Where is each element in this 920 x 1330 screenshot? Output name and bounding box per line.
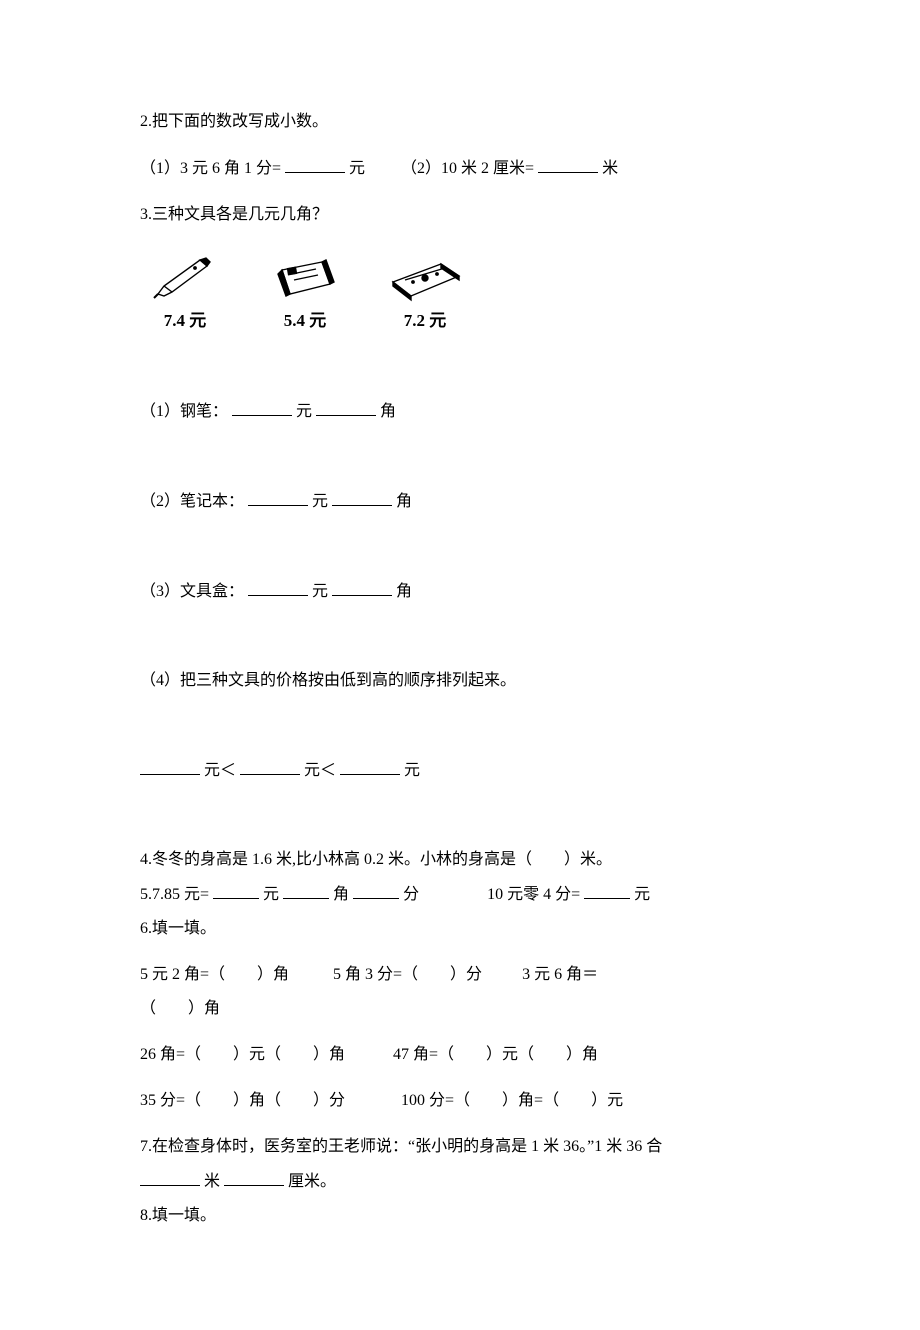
pen-icon	[150, 252, 220, 302]
q3-prompt: 3.三种文具各是几元几角？	[140, 203, 780, 227]
q5-blank1[interactable]	[213, 882, 259, 899]
q3-order-u3: 元	[404, 762, 420, 779]
q6-r2b: 47 角=（ ）元（ ）角	[393, 1046, 598, 1063]
q6-prompt: 6.填一填。	[140, 917, 780, 941]
q6-row1: 5 元 2 角=（ ）角 5 角 3 分=（ ）分 3 元 6 角＝	[140, 963, 780, 987]
q7-blank2[interactable]	[224, 1169, 284, 1186]
q2-part1-blank[interactable]	[285, 156, 345, 173]
q5-blank2[interactable]	[283, 882, 329, 899]
spacer	[423, 886, 483, 903]
q3-s2-blank2[interactable]	[332, 489, 392, 506]
q6-r1c2: （ ）角	[140, 1000, 220, 1017]
q3-sub3: （3）文具盒： 元 角	[140, 579, 780, 604]
spacer	[369, 160, 397, 177]
q2-part1-text: （1）3 元 6 角 1 分=	[140, 160, 281, 177]
q7-end: 厘米。	[288, 1173, 336, 1190]
q3-s2-label: （2）笔记本：	[140, 493, 244, 510]
q6-r1c: 3 元 6 角＝	[522, 966, 598, 983]
q3-sub2: （2）笔记本： 元 角	[140, 489, 780, 514]
q3-s2-end: 角	[396, 493, 412, 510]
spacer	[349, 1046, 389, 1063]
q5-b: 10 元零 4 分=	[487, 886, 580, 903]
item-pen-price: 7.4 元	[164, 308, 207, 334]
q5-end: 元	[634, 886, 650, 903]
q2-part2-unit: 米	[602, 160, 618, 177]
q6-row3: 35 分=（ ）角（ ）分 100 分=（ ）角=（ ）元	[140, 1089, 780, 1113]
q6-row1-cont: （ ）角	[140, 997, 780, 1021]
item-notebook-price: 5.4 元	[284, 308, 327, 334]
q2-prompt: 2.把下面的数改写成小数。	[140, 110, 780, 134]
item-notebook: 5.4 元	[260, 252, 350, 334]
q6-row2: 26 角=（ ）元（ ）角 47 角=（ ）元（ ）角	[140, 1043, 780, 1067]
q5-u3: 分	[403, 886, 419, 903]
q2-part1-unit: 元	[349, 160, 365, 177]
q2-parts: （1）3 元 6 角 1 分= 元 （2）10 米 2 厘米= 米	[140, 156, 780, 181]
q4: 4.冬冬的身高是 1.6 米,比小林高 0.2 米。小林的身高是（ ）米。	[140, 848, 780, 872]
q5-u2: 角	[333, 886, 349, 903]
q8: 8.填一填。	[140, 1204, 780, 1228]
q3-order-u1: 元＜	[204, 762, 236, 779]
q5-u1: 元	[263, 886, 279, 903]
q5-a: 5.7.85 元=	[140, 886, 209, 903]
q6-r1b: 5 角 3 分=（ ）分	[333, 966, 482, 983]
q3-s3-end: 角	[396, 583, 412, 600]
q3-ordering: 元＜ 元＜ 元	[140, 758, 780, 783]
q6-r3a: 35 分=（ ）角（ ）分	[140, 1092, 345, 1109]
q3-s2-mid: 元	[312, 493, 328, 510]
q3-order-blank3[interactable]	[340, 758, 400, 775]
q5: 5.7.85 元= 元 角 分 10 元零 4 分= 元	[140, 882, 780, 907]
q3-s1-blank1[interactable]	[232, 399, 292, 416]
q2-part2-blank[interactable]	[538, 156, 598, 173]
q3-order-u2: 元＜	[304, 762, 336, 779]
spacer	[293, 966, 329, 983]
q7-blank1[interactable]	[140, 1169, 200, 1186]
pencil-case-icon	[385, 252, 465, 302]
spacer	[349, 1092, 397, 1109]
q2-part2-text: （2）10 米 2 厘米=	[401, 160, 534, 177]
q3-order-blank2[interactable]	[240, 758, 300, 775]
q5-blank3[interactable]	[353, 882, 399, 899]
q3-s3-blank1[interactable]	[248, 579, 308, 596]
q6-r1a: 5 元 2 角=（ ）角	[140, 966, 289, 983]
q3-items-row: 7.4 元 5.4 元	[140, 252, 780, 334]
worksheet-page: 2.把下面的数改写成小数。 （1）3 元 6 角 1 分= 元 （2）10 米 …	[0, 0, 920, 1330]
notebook-icon	[270, 252, 340, 302]
q6-r2a: 26 角=（ ）元（ ）角	[140, 1046, 345, 1063]
q3-sub1: （1）钢笔： 元 角	[140, 399, 780, 424]
q6-r3b: 100 分=（ ）角=（ ）元	[401, 1092, 623, 1109]
q3-s1-label: （1）钢笔：	[140, 403, 228, 420]
item-case-price: 7.2 元	[404, 308, 447, 334]
q3-s2-blank1[interactable]	[248, 489, 308, 506]
item-pen: 7.4 元	[140, 252, 230, 334]
q3-s1-mid: 元	[296, 403, 312, 420]
q7-line2: 米 厘米。	[140, 1169, 780, 1194]
q3-s3-label: （3）文具盒：	[140, 583, 244, 600]
q3-s3-mid: 元	[312, 583, 328, 600]
q5-blank4[interactable]	[584, 882, 630, 899]
q3-sub4: （4）把三种文具的价格按由低到高的顺序排列起来。	[140, 669, 780, 693]
spacer	[486, 966, 518, 983]
q3-s1-end: 角	[380, 403, 396, 420]
q3-s3-blank2[interactable]	[332, 579, 392, 596]
q3-order-blank1[interactable]	[140, 758, 200, 775]
q3-s1-blank2[interactable]	[316, 399, 376, 416]
item-case: 7.2 元	[380, 252, 470, 334]
q7-mid: 米	[204, 1173, 220, 1190]
q7-line1: 7.在检查身体时，医务室的王老师说：“张小明的身高是 1 米 36。”1 米 3…	[140, 1135, 780, 1159]
